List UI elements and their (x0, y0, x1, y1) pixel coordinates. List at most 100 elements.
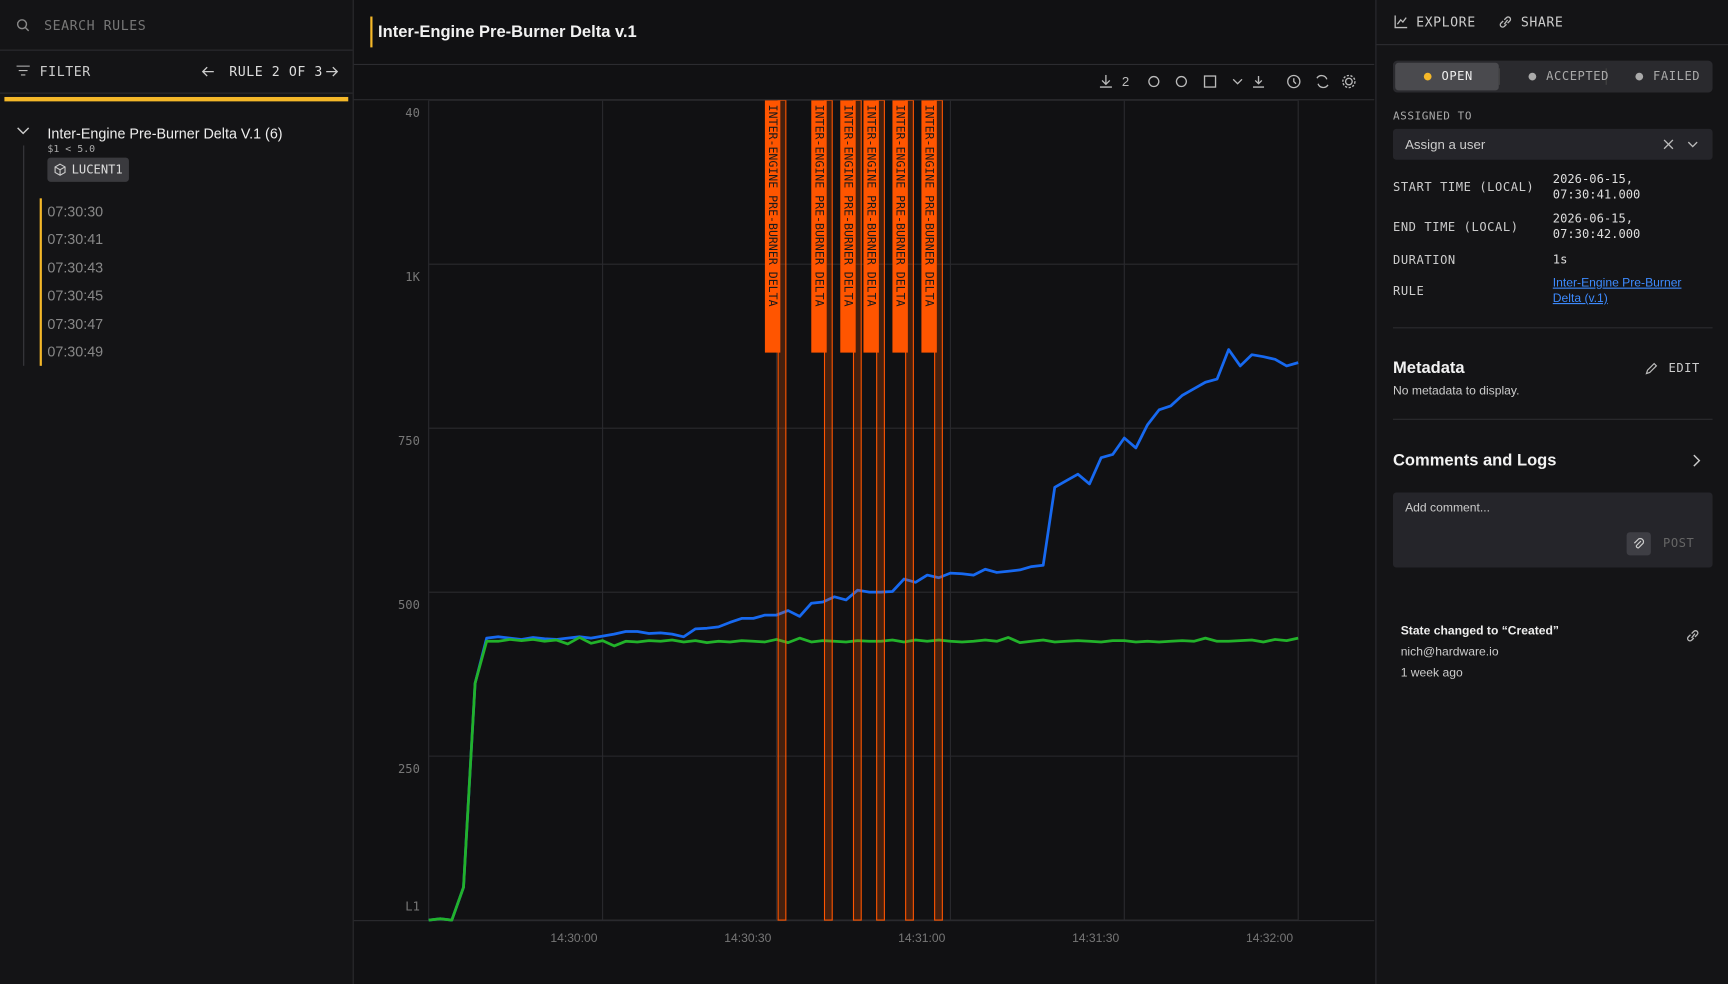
assign-placeholder: Assign a user (1405, 136, 1486, 153)
filter-button[interactable]: FILTER (39, 63, 91, 80)
y-tick-label: 500 (398, 598, 420, 612)
event-label-box (811, 100, 827, 353)
dropdown-icon[interactable] (1687, 141, 1698, 148)
page-title: Inter-Engine Pre-Burner Delta v.1 (377, 22, 637, 42)
event-label-box (840, 100, 856, 353)
event-item[interactable]: 07:30:47 (47, 315, 104, 332)
metadata-title: Metadata (1392, 358, 1465, 378)
field-value: 2026-06-15, 07:30:42.000 (1552, 211, 1641, 242)
rule-pager: RULE 2 OF 3 (229, 63, 323, 80)
prev-rule[interactable] (201, 65, 215, 78)
explore-button[interactable]: EXPLORE (1416, 14, 1476, 30)
clear-icon[interactable] (1663, 139, 1674, 150)
field-label: RULE (1392, 283, 1425, 299)
tab-dot (1528, 72, 1537, 81)
event-label: INTER-ENGINE PRE-BURNER DELTA (812, 105, 826, 307)
event-annotation[interactable]: INTER-ENGINE PRE-BURNER DELTA (840, 100, 862, 921)
details-panel: EXPLORE SHARE OPEN ACCEPTED FAILED ASSIGNE… (1375, 0, 1728, 984)
comment-box[interactable]: Add comment... POST (1392, 492, 1713, 568)
explore-icon (1394, 15, 1408, 29)
event-item[interactable]: 07:30:49 (47, 343, 104, 360)
log-author: nich@hardware.io (1400, 645, 1499, 659)
active-tab (1395, 62, 1499, 91)
search-icon (16, 19, 30, 32)
metadata-empty: No metadata to display. (1392, 384, 1520, 398)
event-item[interactable]: 07:30:30 (47, 203, 104, 220)
tag-chip: LUCENT1 (47, 157, 129, 182)
download-count: 2 (1121, 73, 1130, 90)
status-tab[interactable]: FAILED (1653, 68, 1701, 84)
comment-placeholder: Add comment... (1405, 501, 1491, 515)
y-tick-label: 750 (398, 434, 420, 448)
field-label: END TIME (LOCAL) (1392, 219, 1519, 235)
tab-dot (1423, 72, 1432, 81)
assigned-label: ASSIGNED TO (1392, 110, 1473, 123)
next-rule[interactable] (325, 65, 339, 78)
y-tick-label: L1 (405, 899, 420, 913)
post-button[interactable]: POST (1662, 536, 1695, 551)
edit-icon (1645, 362, 1658, 375)
collapse-icon[interactable] (17, 127, 30, 136)
event-annotation[interactable]: INTER-ENGINE PRE-BURNER DELTA (811, 100, 833, 921)
event-band (777, 100, 787, 921)
search-input[interactable]: SEARCH RULES (44, 17, 147, 34)
event-item[interactable]: 07:30:41 (47, 231, 104, 248)
event-label: INTER-ENGINE PRE-BURNER DELTA (766, 105, 780, 307)
share-button[interactable]: SHARE (1520, 14, 1564, 30)
x-tick-label: 14:31:00 (898, 931, 945, 945)
tab-dot (1635, 72, 1644, 81)
log-time: 1 week ago (1400, 666, 1463, 680)
event-annotation[interactable]: INTER-ENGINE PRE-BURNER DELTA (764, 100, 787, 921)
tag-label: LUCENT1 (71, 162, 123, 177)
event-band (934, 100, 943, 921)
x-tick-label: 14:31:30 (1072, 931, 1119, 945)
chart: 40 1K 750 500 250 L1 14:30:00 14:30:30 14:31:00 1… (398, 100, 1299, 945)
tag-icon (54, 163, 66, 176)
event-item[interactable]: 07:30:45 (47, 287, 104, 304)
event-annotation[interactable]: INTER-ENGINE PRE-BURNER DELTA (892, 100, 914, 921)
title-accent (370, 16, 373, 48)
field-value: 1s (1552, 252, 1568, 267)
event-annotation[interactable]: INTER-ENGINE PRE-BURNER DELTA (863, 100, 885, 921)
event-label-box (892, 100, 908, 353)
status-tab[interactable]: ACCEPTED (1546, 68, 1609, 84)
sidebar: SEARCH RULES FILTER RULE 2 OF 3 Inter-En… (0, 0, 354, 984)
share-icon (1499, 16, 1512, 28)
rule-title[interactable]: Inter-Engine Pre-Burner Delta V.1 (6) (47, 125, 283, 142)
filter-icon (16, 65, 30, 76)
edit-button[interactable]: EDIT (1668, 360, 1700, 376)
y-tick-label: 40 (405, 106, 420, 120)
event-band (852, 100, 862, 921)
event-label-box (863, 100, 879, 353)
event-item[interactable]: 07:30:43 (47, 259, 104, 276)
event-band (905, 100, 914, 921)
y-tick-label: 250 (398, 762, 420, 776)
log-title: State changed to “Created” (1400, 624, 1559, 639)
x-tick-label: 14:32:00 (1246, 931, 1293, 945)
event-label: INTER-ENGINE PRE-BURNER DELTA (841, 105, 855, 307)
progress-bar (4, 96, 349, 102)
attach-button[interactable] (1626, 532, 1651, 556)
event-band (823, 100, 833, 921)
assign-select[interactable]: Assign a user (1392, 128, 1713, 160)
comments-title: Comments and Logs (1392, 451, 1557, 470)
series-line (428, 348, 1299, 922)
x-tick-label: 14:30:00 (550, 931, 597, 945)
event-band (876, 100, 885, 921)
event-label: INTER-ENGINE PRE-BURNER DELTA (923, 105, 937, 307)
status-tab[interactable]: OPEN (1441, 68, 1473, 84)
x-tick-label: 14:30:30 (724, 931, 771, 945)
event-annotation[interactable]: INTER-ENGINE PRE-BURNER DELTA (921, 100, 943, 921)
field-value: 2026-06-15, 07:30:41.000 (1552, 171, 1641, 202)
rule-expression: $1 < 5.0 (47, 144, 96, 156)
y-tick-label: 1K (405, 270, 420, 284)
field-label: START TIME (LOCAL) (1392, 180, 1535, 195)
events-bar (39, 198, 42, 366)
download-icon[interactable] (1099, 74, 1112, 88)
field-value[interactable]: Inter-Engine Pre-Burner Delta (v.1) (1552, 276, 1682, 306)
log-link-icon[interactable] (1685, 629, 1700, 642)
expand-icon[interactable] (1693, 454, 1702, 467)
toolbar[interactable] (1147, 74, 1356, 89)
